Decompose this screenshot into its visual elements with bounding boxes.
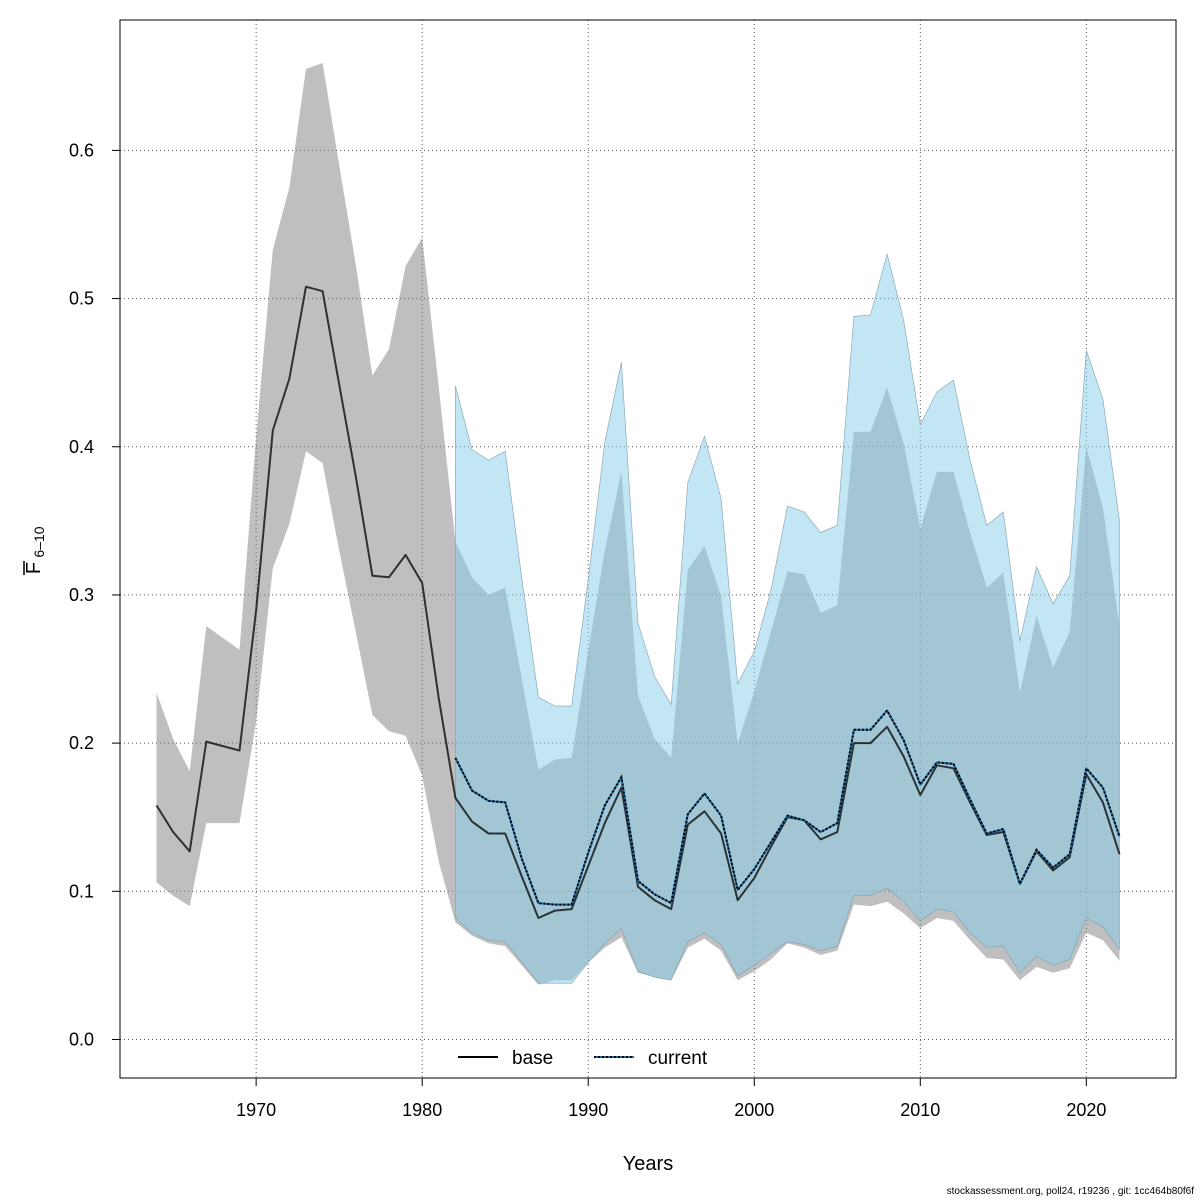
legend-label-base: base bbox=[512, 1048, 553, 1069]
x-tick-label: 1970 bbox=[236, 1100, 276, 1120]
y-tick-label: 0.1 bbox=[69, 881, 94, 901]
y-tick-label: 0.0 bbox=[69, 1029, 94, 1049]
y-tick-label: 0.4 bbox=[69, 437, 94, 457]
x-axis-title: Years bbox=[623, 1153, 673, 1175]
x-tick-label: 2020 bbox=[1066, 1100, 1106, 1120]
legend: base current bbox=[458, 1048, 708, 1069]
footer-text: stockassessment.org, poll24, r19236 , gi… bbox=[947, 1186, 1194, 1197]
y-tick-label: 0.5 bbox=[69, 289, 94, 309]
x-tick-label: 2000 bbox=[734, 1100, 774, 1120]
y-tick-label: 0.2 bbox=[69, 733, 94, 753]
x-tick-label: 2010 bbox=[900, 1100, 940, 1120]
y-axis-title: F 6–10 bbox=[23, 526, 47, 575]
x-axis: 1970 1980 1990 2000 2010 2020 bbox=[236, 1078, 1106, 1120]
y-tick-label: 0.3 bbox=[69, 585, 94, 605]
y-axis: 0.0 0.1 0.2 0.3 0.4 0.5 0.6 bbox=[69, 140, 120, 1049]
bands bbox=[157, 63, 1120, 985]
chart: 1970 1980 1990 2000 2010 2020 0.0 0.1 0.2 0.3 0.4… bbox=[0, 0, 1200, 1200]
x-tick-label: 1980 bbox=[402, 1100, 442, 1120]
x-tick-label: 1990 bbox=[568, 1100, 608, 1120]
band-current bbox=[455, 254, 1119, 983]
y-tick-label: 0.6 bbox=[69, 140, 94, 160]
legend-label-current: current bbox=[648, 1048, 708, 1069]
y-axis-title-sub: 6–10 bbox=[31, 526, 47, 557]
y-axis-title-main: F bbox=[23, 562, 45, 574]
